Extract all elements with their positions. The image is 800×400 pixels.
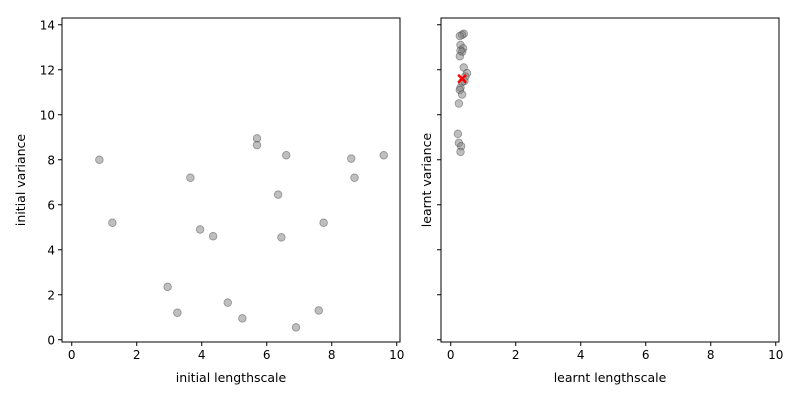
- axes-frame: [440, 17, 780, 343]
- data-point: [350, 173, 359, 182]
- data-point: [173, 308, 182, 317]
- data-point: [252, 140, 262, 150]
- data-point: [347, 154, 356, 163]
- x-axis-label: initial lengthscale: [176, 370, 287, 385]
- axes-frame: [61, 17, 401, 343]
- panel-1: 0 2 4 6 8 10 0 2 4 6 8 10 12 14 initial lengthscale ini…: [13, 17, 404, 385]
- data-point: [291, 323, 301, 332]
- y-tick-label: 10: [40, 108, 55, 122]
- y-tick-label: 4: [47, 243, 55, 257]
- y-tick-label: 0: [47, 333, 55, 347]
- x-tick-label: 2: [512, 348, 520, 362]
- x-tick-label: 4: [198, 348, 206, 362]
- y-axis-label: learnt variance: [419, 133, 434, 228]
- marker-x: [457, 73, 468, 84]
- data-point: [223, 298, 232, 307]
- data-point: [186, 173, 195, 182]
- data-point: [108, 218, 117, 227]
- data-point: [453, 129, 463, 139]
- panel-2: 0 2 4 6 8 10 learnt lengthscale learnt variance: [419, 17, 783, 385]
- data-point: [95, 155, 104, 164]
- data-point: [273, 190, 283, 199]
- y-tick-label: 6: [47, 198, 55, 212]
- y-tick-label: 2: [47, 288, 55, 302]
- x-tick-label: 10: [389, 348, 404, 362]
- data-point: [195, 225, 205, 234]
- data-point: [277, 233, 286, 242]
- y-tick-label: 12: [40, 63, 55, 77]
- data-point: [319, 218, 328, 227]
- y-tick-label: 8: [47, 153, 55, 167]
- x-tick-label: 6: [263, 348, 271, 362]
- data-point: [457, 90, 467, 99]
- x-tick-label: 4: [577, 348, 585, 362]
- x-tick-label: 8: [707, 348, 715, 362]
- x-tick-label: 2: [133, 348, 141, 362]
- x-tick-label: 0: [68, 348, 76, 362]
- data-point: [163, 282, 172, 292]
- y-axis-label: initial variance: [13, 134, 28, 226]
- data-point: [455, 31, 465, 41]
- data-point: [238, 314, 247, 323]
- data-point: [208, 232, 218, 241]
- data-point: [454, 99, 464, 108]
- data-point: [282, 151, 291, 160]
- data-point: [456, 147, 465, 157]
- y-tick-label: 14: [40, 18, 55, 32]
- x-axis-label: learnt lengthscale: [554, 370, 667, 385]
- data-point: [455, 52, 465, 61]
- x-tick-label: 6: [642, 348, 650, 362]
- x-tick-label: 10: [768, 348, 783, 362]
- x-tick-label: 8: [328, 348, 336, 362]
- x-tick-label: 0: [447, 348, 455, 362]
- data-point: [379, 151, 388, 160]
- data-point: [314, 306, 323, 315]
